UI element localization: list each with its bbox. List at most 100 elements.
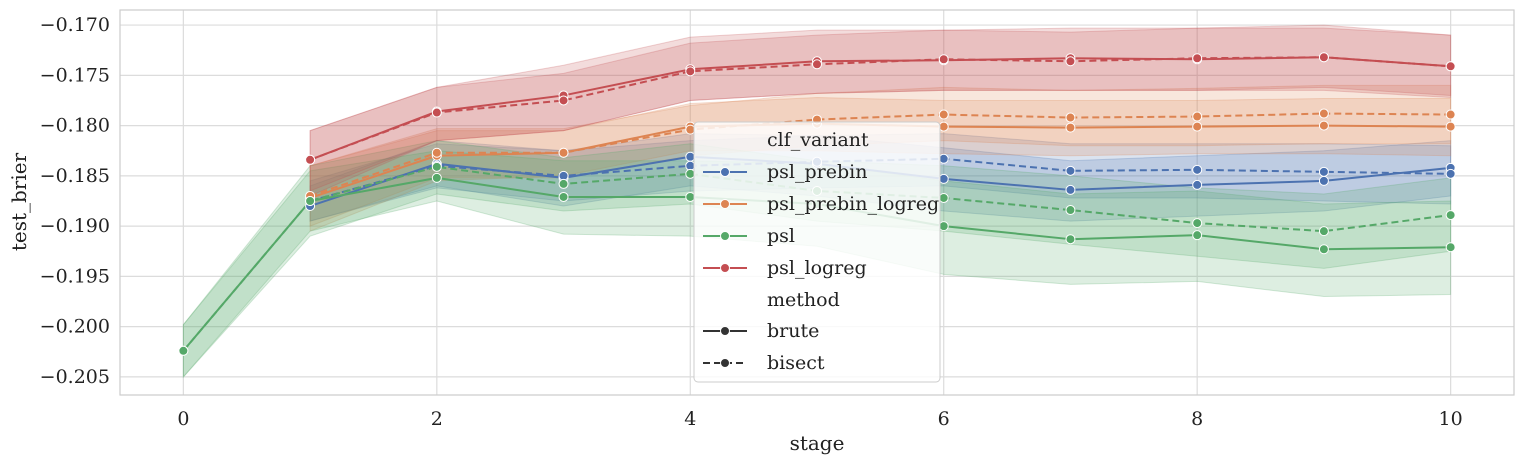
y-tick-label: −0.200 bbox=[40, 316, 110, 338]
point-psl-prebin-logreg-bisect bbox=[1192, 111, 1203, 122]
point-psl-prebin-logreg-brute bbox=[1192, 121, 1203, 132]
point-psl-prebin-brute bbox=[938, 173, 949, 184]
legend-marker-bisect bbox=[720, 358, 730, 368]
x-tick-label: 0 bbox=[177, 408, 189, 430]
legend-marker-brute bbox=[720, 326, 730, 336]
point-psl-prebin-logreg-brute bbox=[1445, 121, 1456, 132]
y-tick-label: −0.175 bbox=[40, 64, 110, 86]
point-psl-prebin-logreg-bisect bbox=[1445, 109, 1456, 120]
band-psl-logreg-bisect bbox=[309, 27, 1452, 192]
legend-entry-bisect: bisect bbox=[703, 352, 825, 374]
legend-marker-psl-prebin-logreg bbox=[720, 199, 730, 209]
y-tick-label: −0.180 bbox=[40, 115, 110, 137]
line-psl-logreg-bisect bbox=[309, 56, 1451, 161]
point-psl-logreg-bisect bbox=[1065, 56, 1076, 67]
point-psl-bisect bbox=[685, 168, 696, 179]
point-psl-prebin-brute bbox=[1318, 175, 1329, 186]
point-psl-bisect bbox=[938, 192, 949, 203]
x-tick-label: 4 bbox=[684, 408, 696, 430]
legend-marker-psl bbox=[720, 231, 730, 241]
point-psl-bisect bbox=[1318, 226, 1329, 237]
legend-marker-psl-prebin bbox=[720, 167, 730, 177]
x-tick-label: 6 bbox=[938, 408, 950, 430]
point-psl-prebin-logreg-bisect bbox=[558, 147, 569, 158]
legend-label-psl-logreg: psl_logreg bbox=[767, 257, 867, 279]
plot-frame bbox=[119, 9, 1515, 396]
y-tick-label: −0.170 bbox=[40, 14, 110, 36]
point-psl-logreg-bisect bbox=[1192, 53, 1203, 64]
y-tick-label: −0.190 bbox=[40, 215, 110, 237]
point-psl-bisect bbox=[1445, 210, 1456, 221]
point-psl-brute bbox=[1318, 244, 1329, 255]
point-psl-prebin-bisect bbox=[1065, 165, 1076, 176]
point-psl-brute bbox=[1445, 242, 1456, 253]
legend-hue-title: clf_variant bbox=[767, 129, 869, 151]
y-tick-label: −0.185 bbox=[40, 165, 110, 187]
point-psl-bisect bbox=[1192, 218, 1203, 229]
y-tick-labels: −0.170 −0.175 −0.180 −0.185 −0.190 −0.195 −0.2… bbox=[40, 14, 110, 388]
point-psl-brute bbox=[558, 191, 569, 202]
point-psl-brute bbox=[938, 221, 949, 232]
line-psl-prebin-logreg-bisect bbox=[309, 112, 1451, 197]
legend-label-psl-prebin: psl_prebin bbox=[767, 161, 867, 183]
legend-entry-psl-logreg: psl_logreg bbox=[703, 257, 867, 279]
point-psl-prebin-logreg-brute bbox=[938, 121, 949, 132]
point-psl-brute bbox=[1192, 230, 1203, 241]
point-psl-bisect bbox=[178, 345, 189, 356]
point-psl-prebin-logreg-bisect bbox=[1065, 112, 1076, 123]
x-tick-label: 8 bbox=[1191, 408, 1203, 430]
legend-label-bisect: bisect bbox=[767, 352, 825, 374]
point-psl-prebin-logreg-brute bbox=[1065, 122, 1076, 133]
x-tick-labels: 0 2 4 6 8 10 bbox=[177, 408, 1462, 430]
point-psl-prebin-bisect bbox=[1445, 168, 1456, 179]
legend-style-title: method bbox=[767, 289, 840, 311]
legend-entry-psl-prebin-logreg: psl_prebin_logreg bbox=[703, 193, 939, 215]
point-psl-prebin-bisect bbox=[938, 153, 949, 164]
point-psl-bisect bbox=[431, 161, 442, 172]
legend-entry-brute: brute bbox=[703, 320, 819, 342]
y-tick-label: −0.205 bbox=[40, 366, 110, 388]
point-psl-brute bbox=[1065, 234, 1076, 245]
point-psl-prebin-logreg-bisect bbox=[1318, 108, 1329, 119]
point-psl-prebin-brute bbox=[1065, 184, 1076, 195]
point-psl-logreg-bisect bbox=[1318, 52, 1329, 63]
x-axis-label: stage bbox=[790, 431, 845, 455]
band-psl-brute bbox=[182, 150, 1452, 379]
point-psl-prebin-logreg-bisect bbox=[685, 124, 696, 135]
point-psl-prebin-bisect bbox=[1318, 166, 1329, 177]
confidence-bands bbox=[182, 24, 1452, 379]
point-psl-logreg-bisect bbox=[1445, 61, 1456, 72]
x-tick-label: 10 bbox=[1439, 408, 1463, 430]
point-psl-logreg-bisect bbox=[305, 154, 316, 165]
point-psl-logreg-bisect bbox=[431, 107, 442, 118]
point-psl-logreg-bisect bbox=[558, 95, 569, 106]
point-psl-bisect bbox=[558, 178, 569, 189]
band-psl-logreg-brute bbox=[309, 24, 1452, 197]
series-markers bbox=[178, 52, 1456, 356]
legend-label-psl-prebin-logreg: psl_prebin_logreg bbox=[767, 193, 939, 215]
legend-box bbox=[693, 121, 941, 383]
point-psl-logreg-bisect bbox=[938, 54, 949, 65]
point-psl-logreg-bisect bbox=[812, 59, 822, 70]
point-psl-prebin-logreg-brute bbox=[1318, 120, 1329, 131]
point-psl-prebin-brute bbox=[685, 151, 696, 162]
legend-marker-psl-logreg bbox=[720, 263, 730, 273]
legend-label-brute: brute bbox=[767, 320, 819, 342]
point-psl-bisect bbox=[305, 195, 316, 206]
point-psl-prebin-bisect bbox=[1192, 164, 1203, 175]
point-psl-prebin-brute bbox=[1192, 179, 1203, 190]
x-tick-label: 2 bbox=[431, 408, 443, 430]
point-psl-prebin-logreg-bisect bbox=[431, 147, 442, 158]
point-psl-bisect bbox=[1065, 205, 1076, 216]
legend-entry-psl: psl bbox=[703, 225, 795, 247]
point-psl-logreg-bisect bbox=[685, 66, 696, 77]
point-psl-brute bbox=[685, 191, 696, 202]
legend-label-psl: psl bbox=[767, 225, 795, 247]
legend-entry-psl-prebin: psl_prebin bbox=[703, 161, 867, 183]
point-psl-prebin-logreg-bisect bbox=[938, 109, 949, 120]
y-axis-label: test_brier bbox=[7, 152, 31, 251]
y-tick-label: −0.195 bbox=[40, 265, 110, 287]
band-psl-prebin-logreg-brute bbox=[309, 96, 1452, 232]
point-psl-brute bbox=[431, 172, 442, 183]
